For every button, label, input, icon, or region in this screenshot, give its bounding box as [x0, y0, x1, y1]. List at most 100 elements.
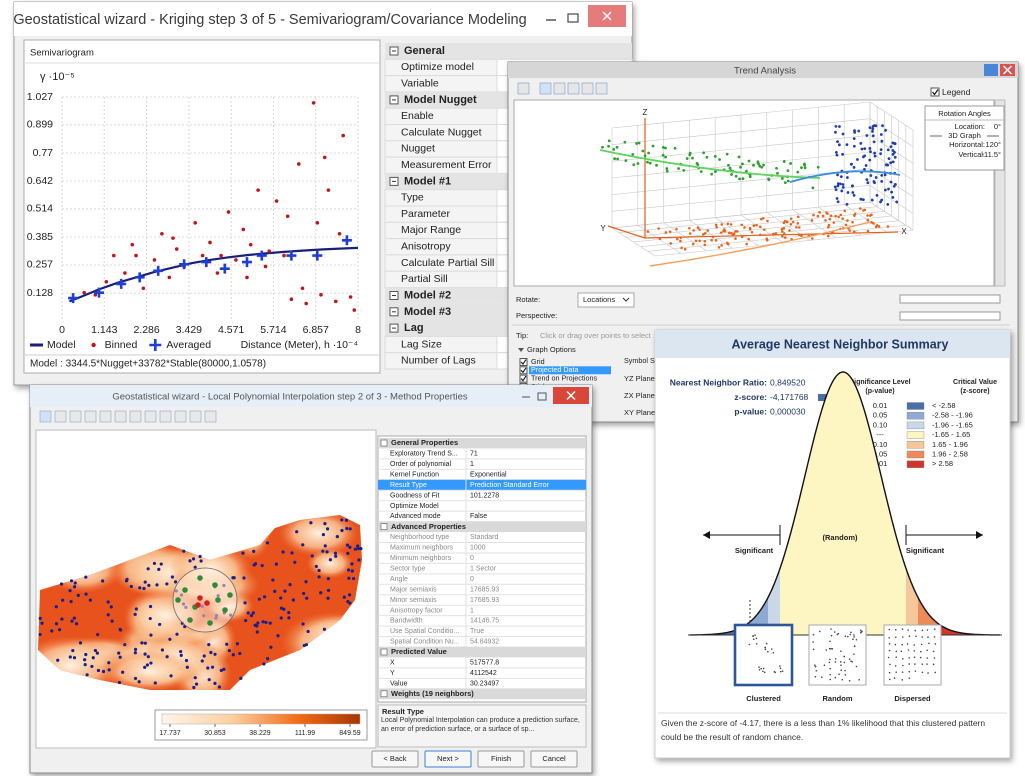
sample-point: [54, 622, 59, 626]
sample-point: [260, 563, 264, 568]
orange-point: [694, 239, 698, 243]
sample-point: [72, 656, 77, 660]
pattern-dot: [926, 649, 928, 652]
sample-point: [60, 617, 64, 621]
wizard-button[interactable]: [477, 750, 525, 768]
green-point: [727, 163, 730, 167]
rotation-value: 120°: [985, 140, 1001, 149]
wizard-button[interactable]: [371, 750, 419, 768]
binned-point: [171, 236, 175, 240]
wizard-button-label[interactable]: Finish: [491, 754, 511, 763]
blue-point: [859, 197, 863, 201]
blue-point: [879, 133, 883, 136]
pattern-dot: [920, 650, 922, 653]
green-point: [714, 170, 717, 173]
group-header: [385, 43, 632, 60]
sample-point: [110, 619, 114, 623]
property-label: Major Range: [401, 224, 461, 236]
orange-point: [872, 222, 875, 225]
sample-point: [83, 663, 87, 667]
orange-point: [750, 230, 754, 234]
pattern-dot: [908, 635, 911, 637]
pattern-dot: [823, 664, 826, 667]
blue-point: [865, 134, 869, 137]
orange-point: [714, 239, 718, 242]
pattern-dot: [932, 663, 935, 666]
pattern-dot: [815, 669, 818, 672]
pattern-dot: [834, 676, 837, 679]
green-point: [665, 167, 669, 170]
blue-point: [871, 134, 875, 138]
blue-point: [852, 137, 856, 141]
sample-point: [143, 665, 147, 669]
sample-point: [252, 563, 256, 567]
orange-point: [827, 223, 831, 227]
blue-point: [884, 128, 887, 132]
blue-point: [863, 154, 867, 158]
sample-point: [146, 567, 150, 571]
pattern-dot: [927, 672, 929, 674]
sample-point: [287, 616, 291, 620]
orange-point: [715, 225, 718, 229]
pattern-dot: [895, 671, 898, 674]
sample-point: [261, 620, 265, 624]
chart-panel: [23, 39, 381, 374]
blue-point: [892, 142, 896, 145]
toolbar-icon: [189, 410, 202, 423]
wall-grid: [611, 118, 871, 145]
pattern-dot: [888, 678, 891, 681]
sample-point: [266, 656, 270, 661]
binned-point: [226, 210, 231, 214]
title-bar: [508, 62, 1018, 78]
sample-point: [335, 535, 339, 539]
binned-point: [304, 301, 309, 306]
rotate-dropdown: [577, 292, 635, 308]
pattern-dot: [762, 670, 764, 673]
sample-point: [96, 668, 101, 673]
critical-value: 1.96 - 2.58: [932, 449, 968, 458]
pattern-dot: [840, 650, 842, 652]
critical-value: -2.58 - -1.96: [932, 411, 973, 420]
wizard-button-label[interactable]: Cancel: [542, 754, 566, 763]
binned-point: [123, 271, 127, 275]
floor-grid: [619, 206, 878, 233]
sample-point: [107, 661, 111, 665]
rotation-value: 0°: [994, 122, 1001, 131]
toolbar-icon: [553, 82, 566, 95]
binned-point: [167, 275, 172, 280]
sample-point: [340, 528, 344, 533]
rotation-section: 3D Graph: [948, 131, 981, 140]
blue-point: [887, 187, 890, 191]
pattern-dot: [927, 636, 929, 639]
wizard-button[interactable]: [530, 750, 578, 768]
sample-point: [117, 651, 121, 655]
binned-point: [348, 295, 353, 299]
property-value: 14146.75: [470, 618, 499, 625]
orange-point: [729, 223, 733, 226]
averaged-point: [134, 272, 145, 283]
property-label: Variable: [401, 78, 439, 90]
sample-point: [306, 629, 310, 634]
blue-point: [833, 185, 837, 189]
toolbar-icon: [159, 410, 172, 423]
orange-point: [812, 213, 815, 217]
sample-point: [188, 559, 192, 563]
sample-point: [68, 655, 72, 659]
wizard-button-label[interactable]: Next >: [437, 754, 460, 763]
sample-point: [84, 652, 88, 657]
sample-point: [334, 554, 338, 558]
property-label: Type: [401, 192, 424, 204]
orange-point: [797, 233, 801, 237]
pattern-dot: [829, 678, 831, 681]
pattern-dot: [831, 648, 834, 650]
blue-point: [869, 150, 872, 154]
x-tick-label: 6.857: [303, 324, 329, 336]
pattern-dot: [821, 676, 823, 679]
property-value: 101.2278: [470, 492, 499, 499]
sample-point: [192, 685, 196, 690]
toolbar-icon: [114, 410, 127, 423]
sample-point: [125, 577, 129, 581]
pattern-dot: [933, 636, 936, 638]
wizard-button-label[interactable]: < Back: [383, 754, 406, 763]
wizard-button[interactable]: [424, 750, 472, 768]
